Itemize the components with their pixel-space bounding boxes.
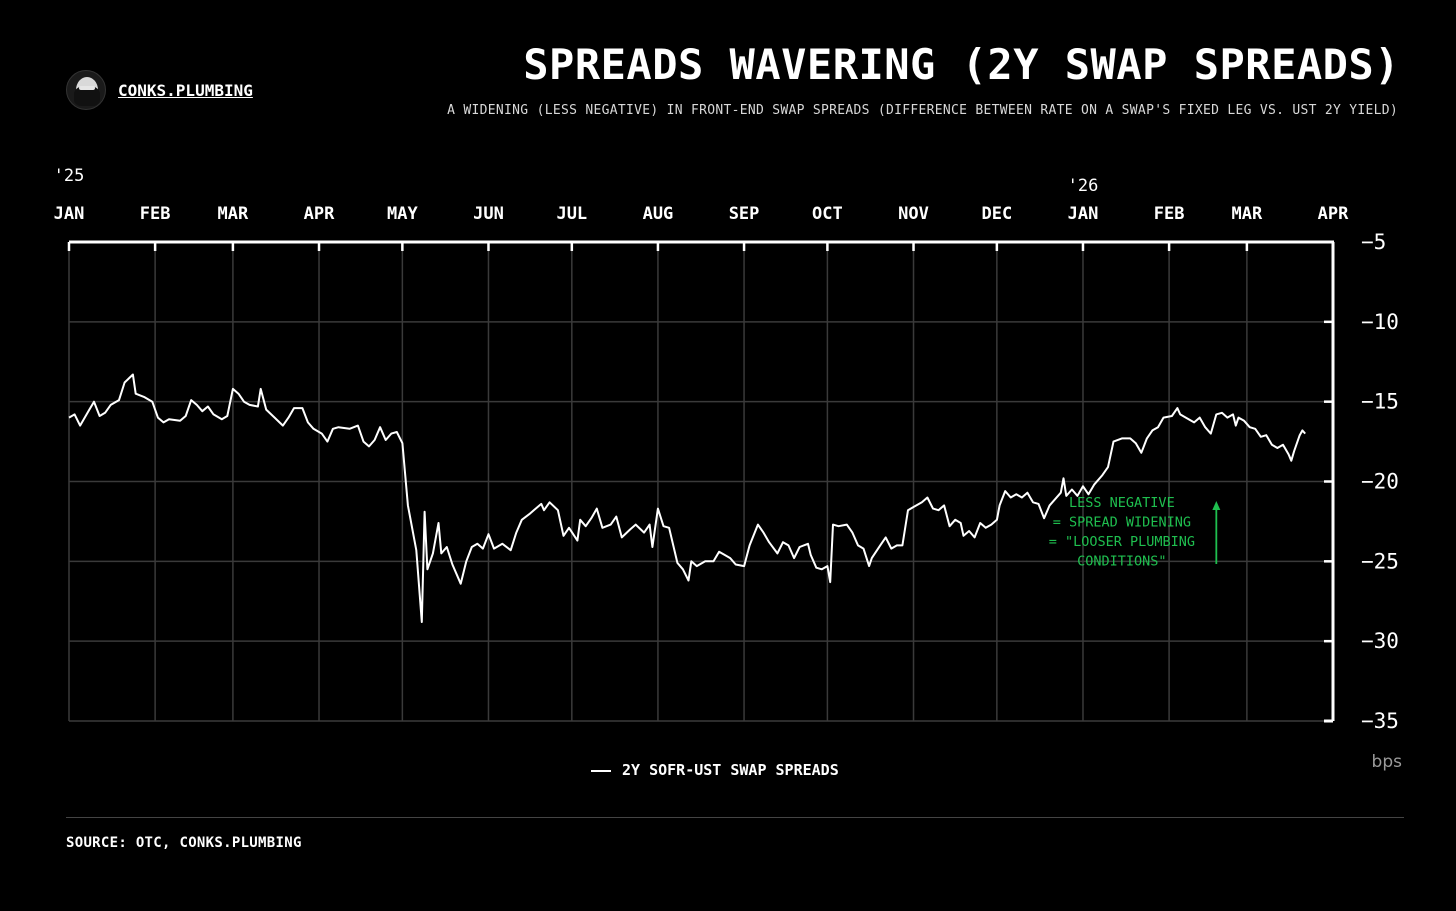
x-tick-label: SEP bbox=[729, 204, 760, 224]
avatar bbox=[66, 70, 106, 110]
brand: CONKS.PLUMBING bbox=[66, 70, 253, 110]
x-tick-label: JUL bbox=[556, 204, 587, 224]
footer-divider bbox=[66, 817, 1404, 818]
x-tick-label: JUN bbox=[473, 204, 504, 224]
y-tick-label: −35 bbox=[1361, 709, 1399, 733]
x-year-label: '25 bbox=[54, 166, 85, 186]
source-note: SOURCE: OTC, CONKS.PLUMBING bbox=[66, 835, 302, 851]
x-year-label: '26 bbox=[1068, 176, 1099, 196]
y-tick-label: −25 bbox=[1361, 549, 1399, 573]
x-tick-label: JAN bbox=[54, 204, 85, 224]
y-tick-label: −15 bbox=[1361, 390, 1399, 414]
y-tick-label: −10 bbox=[1361, 310, 1399, 334]
x-tick-label: DEC bbox=[981, 204, 1012, 224]
series-group bbox=[68, 373, 1306, 623]
y-tick-label: −5 bbox=[1361, 230, 1386, 254]
arrow-head-icon bbox=[1212, 501, 1221, 510]
y-tick-label: −20 bbox=[1361, 470, 1399, 494]
x-tick-label: OCT bbox=[812, 204, 843, 224]
x-tick-label: MAR bbox=[1232, 204, 1263, 224]
annotation-text: = "LOOSER PLUMBING bbox=[1049, 534, 1195, 550]
annotation: LESS NEGATIVE = SPREAD WIDENING = "LOOSER … bbox=[1049, 495, 1221, 570]
brand-link[interactable]: CONKS.PLUMBING bbox=[118, 80, 253, 100]
annotation-text: = SPREAD WIDENING bbox=[1053, 515, 1191, 531]
x-tick-label: AUG bbox=[643, 204, 674, 224]
x-tick-label: FEB bbox=[140, 204, 171, 224]
x-axis: JAN '25 FEB MAR APR MAY JUN JUL AUG SEP OCT NOV DEC J… bbox=[54, 166, 1349, 251]
x-tick-label: APR bbox=[1318, 204, 1349, 224]
x-tick-label: MAR bbox=[218, 204, 249, 224]
x-tick-label: JAN bbox=[1068, 204, 1099, 224]
series-line bbox=[68, 373, 1306, 623]
y-tick-label: −30 bbox=[1361, 629, 1399, 653]
annotation-text: CONDITIONS" bbox=[1077, 554, 1166, 570]
x-tick-label: FEB bbox=[1154, 204, 1185, 224]
chart-subtitle: A WIDENING (LESS NEGATIVE) IN FRONT-END … bbox=[447, 103, 1398, 118]
unit-label: bps bbox=[1372, 752, 1403, 772]
x-tick-label: APR bbox=[304, 204, 335, 224]
annotation-text: LESS NEGATIVE bbox=[1069, 495, 1175, 511]
y-axis: −5 −10 −15 −20 −25 −30 −35 bbox=[1324, 230, 1399, 733]
chart-title: SPREADS WAVERING (2Y SWAP SPREADS) bbox=[523, 40, 1400, 89]
x-tick-label: MAY bbox=[387, 204, 418, 224]
x-tick-label: NOV bbox=[898, 204, 929, 224]
legend-label: 2Y SOFR-UST SWAP SPREADS bbox=[622, 761, 839, 779]
grid bbox=[68, 242, 1334, 722]
legend: 2Y SOFR-UST SWAP SPREADS bbox=[591, 761, 839, 779]
